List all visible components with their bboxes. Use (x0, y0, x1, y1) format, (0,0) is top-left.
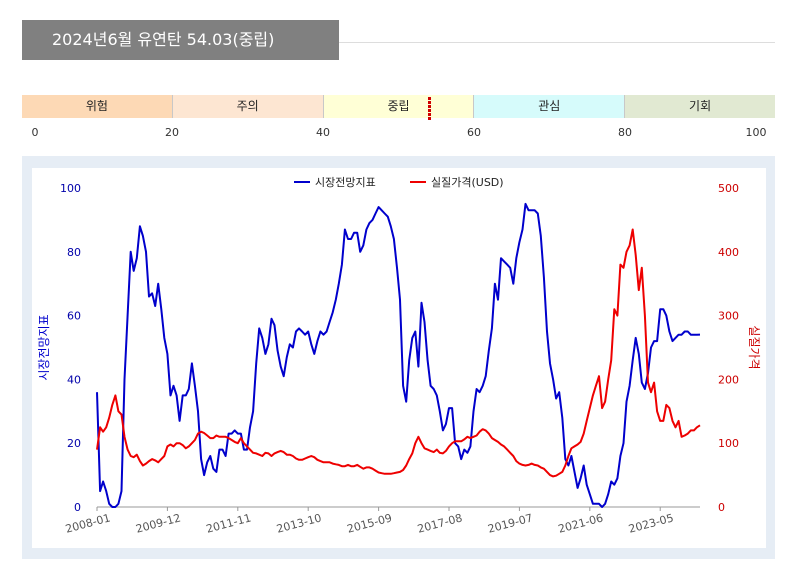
gauge-marker-dash (427, 109, 431, 112)
y-right-tick-label: 0 (718, 501, 725, 514)
gauge-tick-label: 100 (745, 126, 767, 139)
gauge-tick-label: 0 (31, 126, 39, 139)
x-tick-label: 2015-09 (346, 511, 394, 535)
gauge-tick-label: 40 (316, 126, 330, 139)
x-tick-label: 2013-10 (275, 511, 323, 535)
y-right-tick-label: 200 (718, 373, 739, 386)
x-tick-label: 2021-06 (557, 511, 605, 535)
y-left-tick-label: 20 (67, 437, 81, 450)
x-tick-label: 2023-05 (627, 511, 675, 535)
y-right-axis-title: 실질가격 (747, 325, 761, 369)
x-tick-label: 2009-12 (134, 511, 182, 535)
y-right-tick-label: 300 (718, 310, 739, 323)
gauge-tick-label: 80 (618, 126, 632, 139)
gauge-segment-4: 기회 (625, 95, 775, 118)
gauge-bar: 위험 주의 중립 관심 기회 (22, 95, 775, 118)
gauge-marker-dash (427, 97, 431, 100)
gauge-segment-2: 중립 (323, 95, 475, 118)
gauge-marker (427, 95, 431, 120)
y-left-tick-label: 100 (60, 182, 81, 195)
y-right-tick-label: 500 (718, 182, 739, 195)
y-left-axis-title: 시장전망지표 (37, 314, 51, 380)
gauge-segment-1: 주의 (172, 95, 324, 118)
chart-panel: 0 20 40 60 80 100 0 100 200 300 400 500 시장전망지표 실질가격 20… (32, 168, 766, 548)
y-left-tick-label: 60 (67, 310, 81, 323)
gauge-marker-dash (427, 105, 431, 108)
legend-label-index: 시장전망지표 (315, 176, 376, 189)
y-right-tick-label: 100 (718, 437, 739, 450)
gauge-tick-label: 60 (467, 126, 481, 139)
x-tick-label: 2011-11 (205, 511, 253, 535)
series-line-price (96, 228, 701, 478)
gauge-marker-dash (427, 113, 431, 116)
gauge-segment-0: 위험 (22, 95, 173, 118)
x-tick-label: 2017-08 (416, 511, 464, 535)
y-right-tick-label: 400 (718, 246, 739, 259)
y-left-tick-label: 0 (74, 501, 81, 514)
gauge-marker-dash (427, 101, 431, 104)
gauge-tick-label: 20 (165, 126, 179, 139)
y-left-tick-label: 40 (67, 373, 81, 386)
legend-label-price: 실질가격(USD) (431, 176, 504, 189)
x-tick-label: 2019-07 (486, 511, 534, 535)
page-title-text: 2024년6월 유연탄 54.03(중립) (52, 30, 275, 49)
series-line-index (96, 202, 701, 508)
gauge-marker-dash (427, 117, 431, 120)
page-title: 2024년6월 유연탄 54.03(중립) (22, 20, 339, 60)
y-left-tick-label: 80 (67, 246, 81, 259)
x-tick-label: 2008-01 (64, 511, 112, 535)
gauge-segment-3: 관심 (474, 95, 626, 118)
title-divider (339, 42, 775, 43)
